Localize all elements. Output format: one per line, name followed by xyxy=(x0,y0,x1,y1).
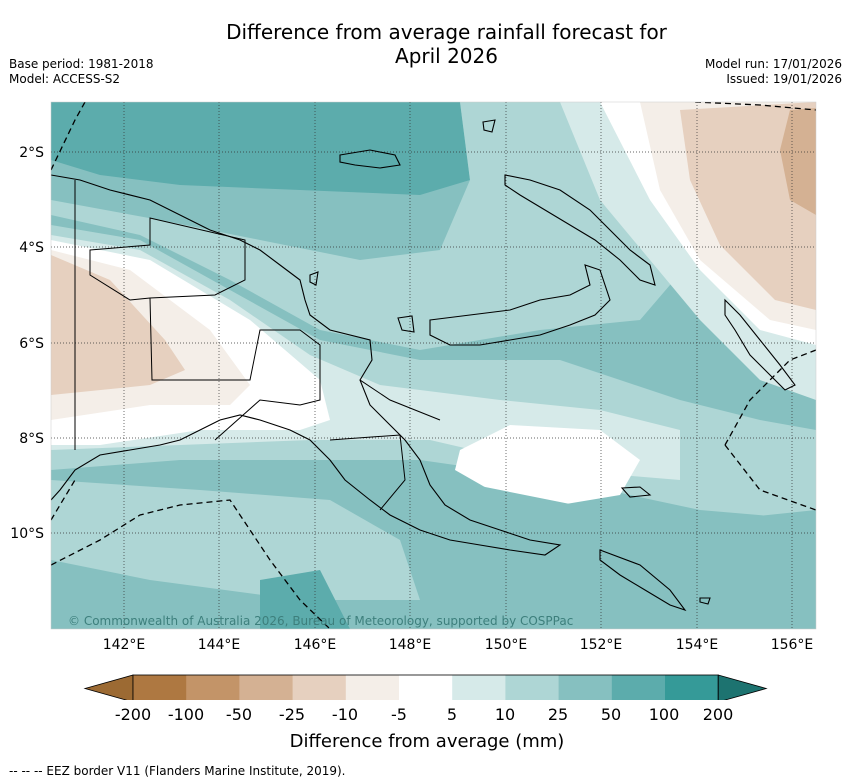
shade-southeast xyxy=(690,520,816,629)
colorbar-swatch xyxy=(239,675,294,700)
rainfall-map: © Commonwealth of Australia 2026, Bureau… xyxy=(10,101,817,700)
eez-footnote: -- -- -- EEZ border V11 (Flanders Marine… xyxy=(9,764,346,778)
shade-south-dark xyxy=(260,570,350,629)
colorbar-tick: 10 xyxy=(494,705,516,724)
colorbar-tick: 100 xyxy=(648,705,680,724)
colorbar xyxy=(83,674,768,700)
lon-label-156e: 156°E xyxy=(771,637,814,653)
lon-label-144e: 144°E xyxy=(198,637,241,653)
lat-label-4s: 4°S xyxy=(19,240,44,256)
graticule xyxy=(51,102,816,629)
colorbar-tick: -200 xyxy=(114,705,152,724)
base-period: Base period: 1981-2018 xyxy=(9,57,154,71)
lon-labels: 142°E 144°E 146°E 148°E 150°E 152°E 154°… xyxy=(103,637,814,653)
copyright-text: © Commonwealth of Australia 2026, Bureau… xyxy=(68,614,573,628)
lat-label-6s: 6°S xyxy=(19,336,44,352)
colorbar-swatch xyxy=(611,675,666,700)
meta-left: Base period: 1981-2018 Model: ACCESS-S2 xyxy=(9,57,154,87)
shade-light-band xyxy=(51,102,700,350)
colorbar-tick: -100 xyxy=(167,705,205,724)
shade-southwest-light xyxy=(51,480,420,600)
colorbar-swatch xyxy=(292,675,347,700)
lon-label-150e: 150°E xyxy=(485,637,528,653)
colorbar-frame xyxy=(132,674,719,700)
colorbar-swatch xyxy=(345,675,400,700)
colorbar-swatch xyxy=(452,675,506,700)
map-shading xyxy=(51,102,816,629)
colorbar-tick: 5 xyxy=(446,705,458,724)
issued-date: Issued: 19/01/2026 xyxy=(726,72,842,86)
lon-label-148e: 148°E xyxy=(389,637,432,653)
colorbar-extend-high xyxy=(717,674,768,700)
coastlines xyxy=(51,119,796,612)
lon-label-142e: 142°E xyxy=(103,637,146,653)
lat-label-10s: 10°S xyxy=(10,526,44,542)
colorbar-swatch xyxy=(665,675,719,700)
title-line-1: Difference from average rainfall forecas… xyxy=(226,20,667,44)
colorbar-tick: 200 xyxy=(702,705,734,724)
colorbar-tick: 50 xyxy=(600,705,622,724)
title-line-2: April 2026 xyxy=(395,44,498,68)
lat-labels: 2°S 4°S 6°S 8°S 10°S xyxy=(10,145,44,542)
lon-label-152e: 152°E xyxy=(580,637,623,653)
shade-darker-north xyxy=(51,102,470,195)
colorbar-swatch xyxy=(505,675,560,700)
meta-right: Model run: 17/01/2026 Issued: 19/01/2026 xyxy=(705,57,842,87)
colorbar-title: Difference from average (mm) xyxy=(289,731,565,752)
lat-label-8s: 8°S xyxy=(19,431,44,447)
colorbar-swatch xyxy=(399,675,453,700)
model-run: Model run: 17/01/2026 xyxy=(704,57,842,71)
eez-borders xyxy=(51,102,816,629)
colorbar-tick: -5 xyxy=(391,705,407,724)
shade-northeast-darkbrown xyxy=(780,108,816,215)
borders xyxy=(74,180,441,511)
lon-label-146e: 146°E xyxy=(294,637,337,653)
colorbar-swatch xyxy=(133,675,187,700)
colorbar-swatch xyxy=(186,675,240,700)
colorbar-tick: -50 xyxy=(225,705,253,724)
map-frame xyxy=(50,101,817,630)
lat-label-2s: 2°S xyxy=(19,145,44,161)
model-name: Model: ACCESS-S2 xyxy=(9,72,121,86)
colorbar-extend-low xyxy=(83,674,134,700)
colorbar-tick: 25 xyxy=(547,705,569,724)
chart-title: Difference from average rainfall forecas… xyxy=(0,20,850,68)
lon-label-154e: 154°E xyxy=(676,637,719,653)
colorbar-swatch xyxy=(558,675,613,700)
colorbar-tick: -25 xyxy=(278,705,306,724)
colorbar-tick: -10 xyxy=(331,705,359,724)
shade-east-white xyxy=(455,425,640,505)
